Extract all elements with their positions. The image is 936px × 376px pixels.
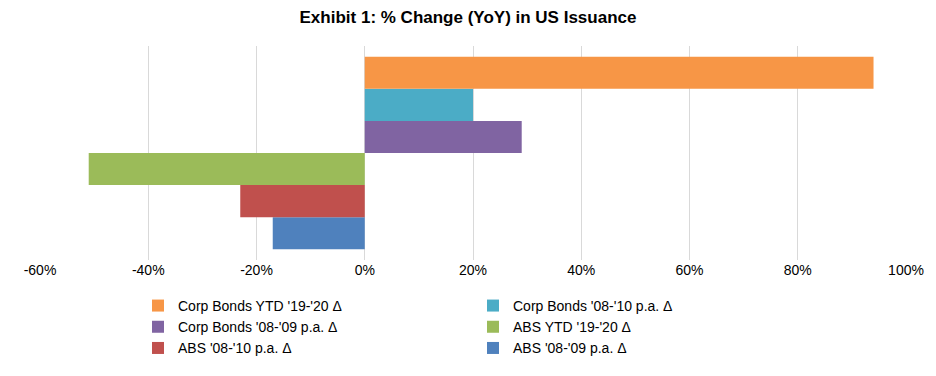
svg-text:Corp Bonds '08-'10 p.a. Δ: Corp Bonds '08-'10 p.a. Δ: [513, 298, 672, 314]
svg-text:-40%: -40%: [132, 262, 165, 278]
svg-text:ABS YTD '19-'20 Δ: ABS YTD '19-'20 Δ: [513, 319, 631, 335]
svg-text:20%: 20%: [459, 262, 487, 278]
svg-text:-20%: -20%: [240, 262, 273, 278]
svg-text:100%: 100%: [888, 262, 924, 278]
svg-text:Exhibit 1: % Change (YoY) in U: Exhibit 1: % Change (YoY) in US Issuance: [300, 8, 637, 27]
svg-text:-60%: -60%: [24, 262, 57, 278]
svg-text:ABS '08-'10 p.a. Δ: ABS '08-'10 p.a. Δ: [178, 340, 292, 356]
svg-text:60%: 60%: [675, 262, 703, 278]
svg-text:80%: 80%: [784, 262, 812, 278]
svg-text:0%: 0%: [355, 262, 375, 278]
svg-text:40%: 40%: [567, 262, 595, 278]
svg-text:Corp Bonds '08-'09 p.a. Δ: Corp Bonds '08-'09 p.a. Δ: [178, 319, 337, 335]
svg-text:ABS '08-'09 p.a. Δ: ABS '08-'09 p.a. Δ: [513, 340, 627, 356]
svg-text:Corp Bonds YTD '19-'20 Δ: Corp Bonds YTD '19-'20 Δ: [178, 298, 342, 314]
